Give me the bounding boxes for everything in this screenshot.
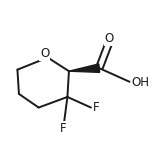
- Text: O: O: [40, 47, 49, 60]
- Polygon shape: [69, 64, 100, 72]
- Text: F: F: [60, 122, 66, 135]
- Text: F: F: [93, 101, 100, 114]
- Text: OH: OH: [132, 76, 150, 89]
- Text: O: O: [104, 32, 113, 45]
